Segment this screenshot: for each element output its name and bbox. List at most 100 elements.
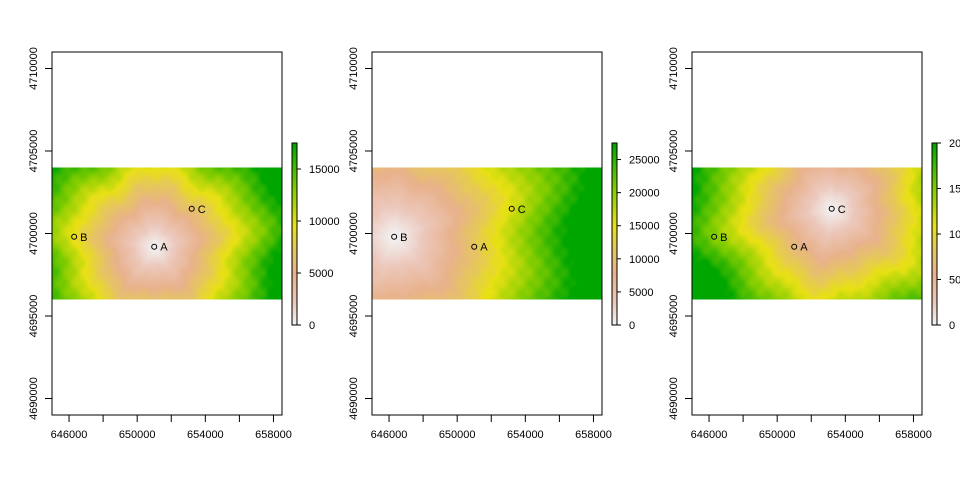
legend-color-step [612,205,617,208]
legend-color-step [932,214,937,217]
legend-color-step [612,241,617,244]
legend-tick-label: 15000 [629,221,660,233]
legend-color-step [612,237,617,239]
legend-color-step [932,143,937,145]
legend-color-step [292,191,297,194]
legend-color-step [932,220,937,223]
legend-color-step [932,241,937,244]
point-label: C [838,204,846,216]
legend-color-step [932,317,937,320]
point-label: A [480,242,488,254]
legend-color-step [292,220,297,223]
legend-color-step [932,170,937,173]
legend-color-step [932,146,937,148]
legend-color-step [932,262,937,265]
legend-color-step [612,159,617,162]
point-label: B [400,232,407,244]
legend-color-step [292,271,297,274]
legend-color-step [612,293,617,296]
legend-color-step [612,147,617,150]
legend-color-step [612,171,617,174]
legend-color-step [932,276,937,279]
legend-color-step [612,208,617,211]
legend-color-step [612,143,617,145]
legend-color-step [292,143,297,145]
legend-color-step [292,285,297,288]
legend: 0 5000 10000 15000 [291,142,340,332]
legend-color-step [932,191,937,194]
legend-color-step [612,221,617,224]
point-marker [828,205,835,212]
legend-color-step [932,291,937,294]
legend-color-step [612,270,617,273]
legend-color-step [612,197,617,200]
legend-color-step [612,176,617,179]
legend-color-step [292,252,297,255]
legend-color-step [612,144,617,147]
legend-color-step [292,253,297,256]
legend-tick-label: 5000 [309,268,333,280]
legend-color-step [292,161,297,164]
legend-color-step [612,256,617,259]
x-tick-label: 646000 [51,429,88,441]
y-tick-label: 4700000 [28,212,40,255]
legend-color-step [292,273,297,276]
legend-color-step [932,271,937,274]
legend-color-step [292,291,297,294]
legend-color-step [612,277,617,280]
legend-color-step [932,197,937,200]
y-tick-label: 4710000 [668,47,680,90]
x-tick-label: 654000 [827,429,864,441]
legend-color-step [932,287,937,289]
legend-color-step [932,274,937,277]
legend-color-step [612,218,617,221]
legend-color-step [292,305,297,308]
legend-color-step [612,300,617,303]
legend-color-step [612,240,617,242]
legend-color-step [292,318,297,321]
legend-color-step [932,226,937,229]
y-tick-label: 4705000 [668,130,680,173]
legend-color-step [612,182,617,185]
x-tick-label: 658000 [575,429,612,441]
legend-color-step [932,232,937,235]
x-tick-label: 650000 [119,429,156,441]
legend-color-step [932,281,937,283]
x-tick-label: 658000 [255,429,292,441]
point-marker [391,233,398,240]
legend-color-step [612,162,617,165]
legend-color-step [932,299,937,302]
legend-color-step [932,311,937,314]
legend-color-step [612,235,617,238]
point-label: A [800,242,808,254]
legend-color-step [932,285,937,288]
point-label: C [198,204,206,216]
legend-color-step [292,312,297,315]
legend-color-step [612,167,617,170]
legend-color-step [932,203,937,206]
legend-color-step [612,243,617,246]
legend-color-step [612,261,617,264]
legend-color-step [292,309,297,312]
legend-color-step [292,265,297,268]
legend-color-step [932,194,937,197]
legend-color-step [932,277,937,280]
legend-color-step [932,323,937,326]
legend-color-step [932,205,937,208]
raster-surface [52,167,282,300]
legend-color-step [292,300,297,303]
legend-color-step [292,173,297,176]
legend-color-step [612,249,617,252]
point-label: C [518,204,526,216]
legend-color-step [612,185,617,188]
legend-color-step [292,208,297,211]
legend-color-step [932,265,937,268]
legend-color-step [612,199,617,202]
x-tick-label: 654000 [507,429,544,441]
legend-color-step [292,311,297,314]
legend-color-step [292,205,297,208]
legend-color-step [292,197,297,200]
legend-color-step [932,152,937,155]
legend-color-step [612,268,617,271]
legend-color-step [292,296,297,299]
